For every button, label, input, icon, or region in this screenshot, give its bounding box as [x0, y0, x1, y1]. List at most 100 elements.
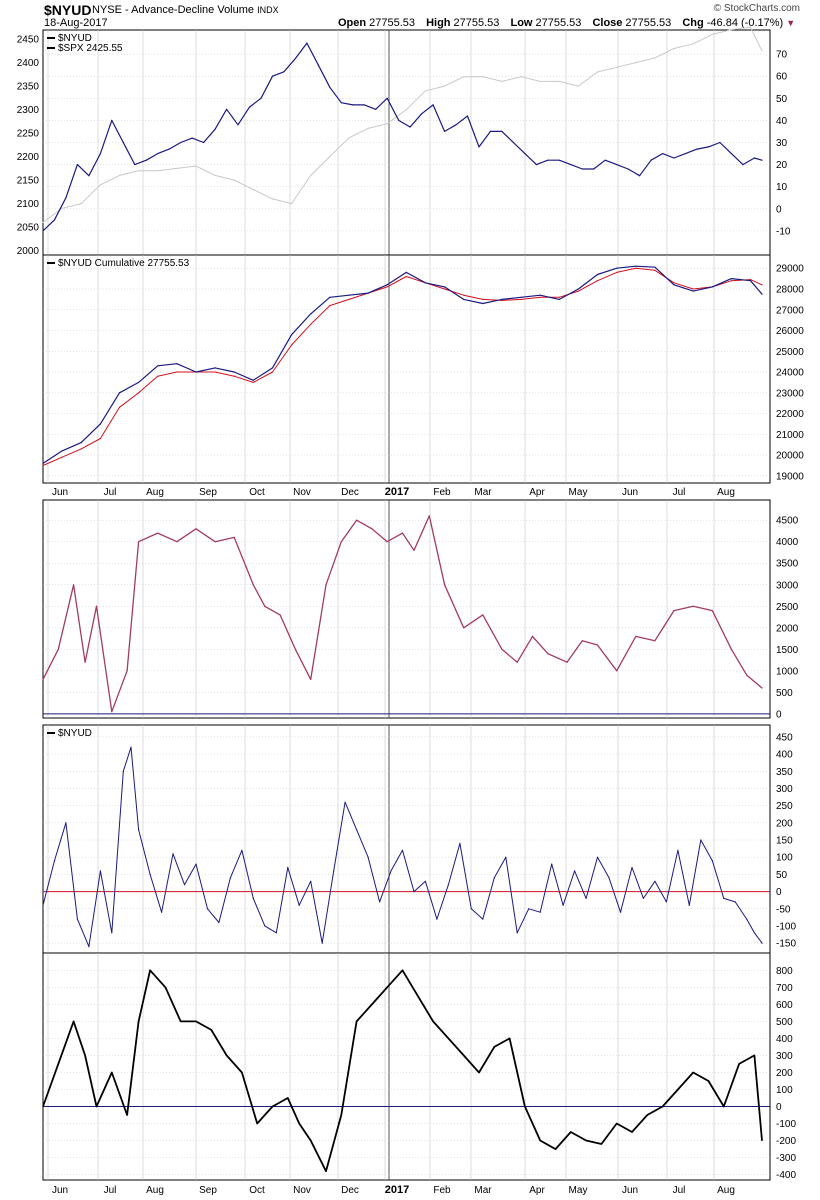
y-tick-label-right: -100: [776, 921, 796, 932]
nyud-line-point: [76, 164, 78, 166]
y-tick-label-right: 1500: [776, 645, 799, 656]
indicator-1-line-point: [616, 670, 618, 672]
indicator-2-line-point: [470, 908, 472, 910]
indicator-1-line-point: [84, 661, 86, 663]
indicator-3-line-point: [95, 1105, 98, 1108]
cumulative-line-point: [367, 292, 369, 294]
indicator-3-line-point: [447, 1037, 449, 1039]
moving-average-line-point: [233, 375, 235, 377]
moving-average-line-point: [348, 298, 350, 300]
indicator-2-line-point: [321, 942, 323, 944]
indicator-3-line-point: [226, 1054, 228, 1056]
nyud-line-point: [627, 168, 629, 170]
y-tick-label-right: 60: [776, 72, 788, 83]
indicator-3-line-point: [631, 1131, 633, 1133]
y-tick-label-right: 25000: [776, 347, 804, 358]
indicator-2-line-point: [287, 866, 289, 869]
indicator-2-line-point: [53, 860, 56, 862]
cumulative-line-point: [157, 365, 159, 367]
indicator-2-line-point: [172, 853, 174, 855]
indicator-1-line-point: [73, 584, 75, 586]
indicator-3-line-point: [42, 1105, 44, 1108]
x-tick-label: Jun: [52, 487, 68, 498]
indicator-3-line-point: [356, 1020, 358, 1023]
nyud-line-point: [398, 119, 400, 121]
x-tick-label: Sep: [199, 487, 217, 498]
spx-line-point: [61, 207, 63, 209]
nyud-line-point: [409, 126, 411, 128]
moving-average-line-point: [138, 392, 140, 394]
y-tick-label-right: 4500: [776, 516, 799, 527]
nyud-line-point: [719, 141, 721, 144]
ohlc-bar: Open 27755.53 High 27755.53 Low 27755.53 Cl…: [338, 17, 795, 29]
indicator-2-line-point: [252, 897, 254, 900]
y-tick-label-left: 2300: [17, 105, 40, 116]
x-tick-label: Jul: [673, 1185, 686, 1196]
y-tick-label-right: 30: [776, 138, 788, 149]
indicator-1-line-point: [214, 541, 216, 543]
nyud-line-point: [662, 153, 664, 155]
indicator-2-line-point: [436, 918, 438, 920]
nyud-line-point: [122, 141, 124, 144]
indicator-1-line-point: [42, 678, 44, 681]
indicator-3-line-point: [180, 1020, 182, 1023]
x-tick-label: Aug: [146, 487, 164, 498]
y-tick-label-right: 4000: [776, 537, 799, 548]
y-tick-label-right: 350: [776, 767, 793, 778]
chg-label: Chg: [682, 17, 704, 29]
indicator-2-line-point: [761, 942, 763, 944]
x-tick-label: Dec: [341, 1185, 359, 1196]
stockcharts-credit[interactable]: © StockCharts.com: [713, 3, 800, 14]
y-tick-label-right: 500: [776, 688, 793, 699]
nyud-line-point: [375, 108, 377, 110]
spx-line-point: [749, 26, 752, 28]
x-tick-label: Mar: [474, 487, 492, 498]
cumulative-line-point: [138, 381, 140, 383]
indicator-2-line-point: [723, 897, 725, 900]
cumulative-line-point: [176, 363, 178, 365]
x-tick-label: 2017: [385, 486, 409, 498]
indicator-2-line-point: [447, 884, 449, 886]
indicator-2-line-point: [310, 880, 312, 882]
nyud-line: [42, 42, 763, 232]
cumulative-line-point: [291, 334, 293, 336]
indicator-3-line-point: [256, 1122, 258, 1125]
cumulative-line-point: [730, 278, 733, 280]
low-label: Low: [510, 17, 533, 29]
moving-average-line-point: [501, 299, 503, 301]
cumulative-line-point: [424, 282, 426, 284]
indicator-2-line-point: [229, 877, 231, 879]
moving-average-line-point: [42, 464, 44, 467]
cumulative-line-point: [673, 284, 675, 286]
cumulative-line-point: [118, 392, 121, 394]
indicator-2-line-point: [753, 932, 756, 934]
x-tick-label: Mar: [474, 1185, 492, 1196]
indicator-2-line-point: [390, 870, 392, 872]
indicator-2-line-point: [241, 849, 243, 851]
indicator-3-line-point: [401, 969, 404, 971]
panel-frame: [42, 952, 771, 1181]
cumulative-line-point: [761, 293, 763, 295]
indicator-1-line-point: [531, 635, 534, 638]
indicator-3-line-point: [287, 1097, 289, 1099]
spx-line-point: [329, 156, 331, 158]
nyud-line-point: [226, 108, 228, 110]
cumulative-line-point: [329, 296, 331, 298]
y-tick-label-left: 2150: [17, 176, 40, 187]
indicator-2-line-point: [551, 863, 553, 865]
nyud-line-point: [639, 175, 641, 177]
cumulative-line-point: [61, 450, 63, 452]
cumulative-line-point: [654, 266, 656, 268]
indicator-3-line-point: [149, 969, 151, 971]
spx-line-point: [233, 179, 235, 181]
y-tick-label-right: 3500: [776, 559, 799, 570]
x-tick-label: Jun: [622, 1185, 638, 1196]
indicator-1-line-point: [547, 653, 549, 655]
indicator-3-line: [42, 969, 763, 1173]
indicator-2-line-point: [379, 901, 381, 903]
spx-line-point: [310, 174, 312, 176]
indicator-2-line-point: [631, 866, 633, 869]
indicator-3-line-point: [554, 1148, 557, 1150]
indicator-2-line-point: [138, 829, 140, 831]
x-tick-label: Dec: [341, 487, 359, 498]
